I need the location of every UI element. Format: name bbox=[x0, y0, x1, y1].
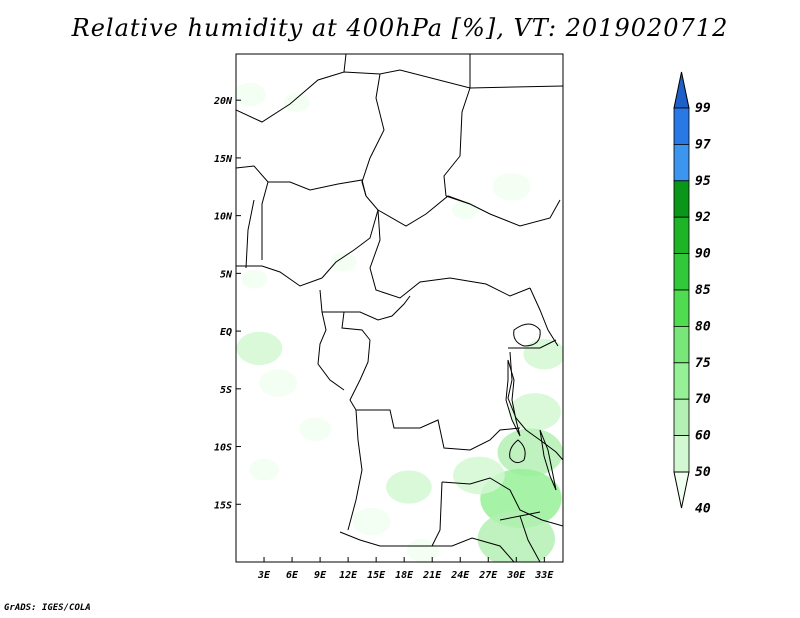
y-tick-label: 5N bbox=[220, 269, 233, 280]
humidity-area bbox=[497, 428, 563, 477]
humidity-area bbox=[249, 458, 279, 481]
colorbar-swatch bbox=[673, 362, 690, 400]
colorbar-top-arrow bbox=[673, 71, 690, 109]
map-axes: 20N 15N 10N 5N EQ 5S 10S 15S 3E 6E 9E 12E 15E 18E 21E 2… bbox=[213, 96, 554, 581]
x-tick-label: 27E bbox=[478, 570, 498, 581]
humidity-area bbox=[352, 507, 391, 536]
y-tick-label: EQ bbox=[220, 327, 232, 338]
country-borders bbox=[236, 54, 563, 562]
colorbar-label: 99 bbox=[695, 101, 711, 116]
y-tick-label: 15N bbox=[214, 154, 233, 165]
y-tick-label: 10N bbox=[214, 212, 233, 223]
humidity-area bbox=[259, 369, 297, 397]
colorbar-label: 80 bbox=[695, 319, 711, 334]
colorbar-swatch bbox=[673, 180, 690, 218]
grads-credit: GrADS: IGES/COLA bbox=[4, 603, 91, 613]
colorbar-swatch bbox=[673, 435, 690, 473]
map-frame bbox=[235, 53, 564, 563]
colorbar-label: 75 bbox=[695, 356, 711, 371]
x-tick-label: 9E bbox=[314, 570, 327, 581]
colorbar-swatch bbox=[673, 289, 690, 327]
colorbar-swatch bbox=[673, 107, 690, 145]
humidity-area bbox=[451, 200, 478, 220]
humidity-area bbox=[523, 338, 563, 370]
colorbar-swatch bbox=[673, 143, 690, 182]
colorbar-label: 85 bbox=[695, 283, 711, 298]
colorbar-label: 70 bbox=[695, 392, 711, 407]
lakes bbox=[505, 323, 557, 491]
y-tick-label: 20N bbox=[213, 96, 233, 107]
humidity-area bbox=[283, 93, 310, 112]
colorbar-label: 50 bbox=[695, 465, 711, 480]
x-tick-label: 18E bbox=[395, 570, 414, 581]
humidity-shading bbox=[236, 82, 563, 562]
x-tick-label: 24E bbox=[450, 570, 470, 581]
y-tick-label: 15S bbox=[214, 500, 232, 511]
x-tick-label: 3E bbox=[257, 570, 271, 581]
colorbar-swatch bbox=[673, 216, 690, 254]
humidity-area bbox=[241, 269, 268, 289]
x-tick-label: 6E bbox=[286, 570, 299, 581]
colorbar-label: 92 bbox=[695, 210, 711, 225]
x-tick-label: 21E bbox=[422, 570, 442, 581]
colorbar-label: 97 bbox=[695, 137, 711, 152]
colorbar-swatch bbox=[673, 325, 690, 364]
colorbar-label: 90 bbox=[695, 247, 711, 262]
y-tick-label: 5S bbox=[220, 385, 232, 396]
colorbar-bottom-arrow bbox=[673, 471, 690, 509]
colorbar-swatch bbox=[673, 253, 690, 291]
x-tick-label: 30E bbox=[506, 570, 526, 581]
colorbar-label: 95 bbox=[695, 174, 711, 189]
humidity-area bbox=[509, 393, 561, 431]
humidity-area bbox=[236, 82, 266, 107]
x-tick-label: 12E bbox=[339, 570, 358, 581]
x-tick-label: 33E bbox=[534, 570, 554, 581]
y-tick-label: 10S bbox=[214, 443, 232, 454]
colorbar: 99 97 95 92 90 85 80 75 70 60 50 40 bbox=[673, 71, 711, 516]
humidity-area bbox=[299, 417, 332, 441]
humidity-area bbox=[385, 470, 432, 504]
humidity-area bbox=[492, 173, 531, 201]
chart-title: Relative humidity at 400hPa [%], VT: 201… bbox=[71, 14, 729, 42]
humidity-area bbox=[236, 331, 283, 366]
colorbar-label: 40 bbox=[695, 501, 711, 516]
colorbar-swatch bbox=[673, 398, 690, 437]
colorbar-label: 60 bbox=[695, 429, 711, 444]
humidity-area bbox=[406, 538, 439, 562]
x-tick-label: 15E bbox=[367, 570, 386, 581]
humidity-area bbox=[330, 252, 357, 272]
humidity-area bbox=[477, 510, 555, 562]
humidity-area bbox=[453, 456, 505, 495]
